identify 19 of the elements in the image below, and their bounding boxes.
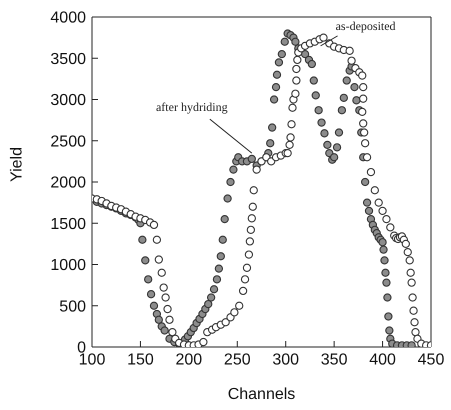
annotation: after hydriding	[156, 100, 228, 114]
y-axis-title: Yield	[8, 147, 26, 182]
x-axis-title: Channels	[228, 386, 296, 403]
y-tick-label: 3500	[50, 50, 86, 68]
x-tick-label: 200	[176, 351, 202, 368]
y-tick-label: 2500	[50, 133, 86, 150]
x-tick-label: 150	[127, 351, 154, 368]
y-tick-label: 3000	[50, 92, 86, 110]
x-tick-label: 450	[418, 351, 444, 368]
y-tick-label: 1000	[50, 257, 86, 274]
y-tick-label: 4000	[50, 10, 86, 27]
x-tick-label: 350	[320, 351, 348, 368]
x-tick-label: 250	[224, 351, 251, 368]
y-tick-label: 500	[59, 298, 86, 316]
y-tick-label: 1500	[50, 216, 86, 233]
annotation: as-deposited	[336, 18, 396, 33]
x-tick-label: 400	[369, 351, 396, 368]
x-tick-label: 300	[272, 351, 300, 368]
y-tick-label: 2000	[50, 174, 86, 192]
